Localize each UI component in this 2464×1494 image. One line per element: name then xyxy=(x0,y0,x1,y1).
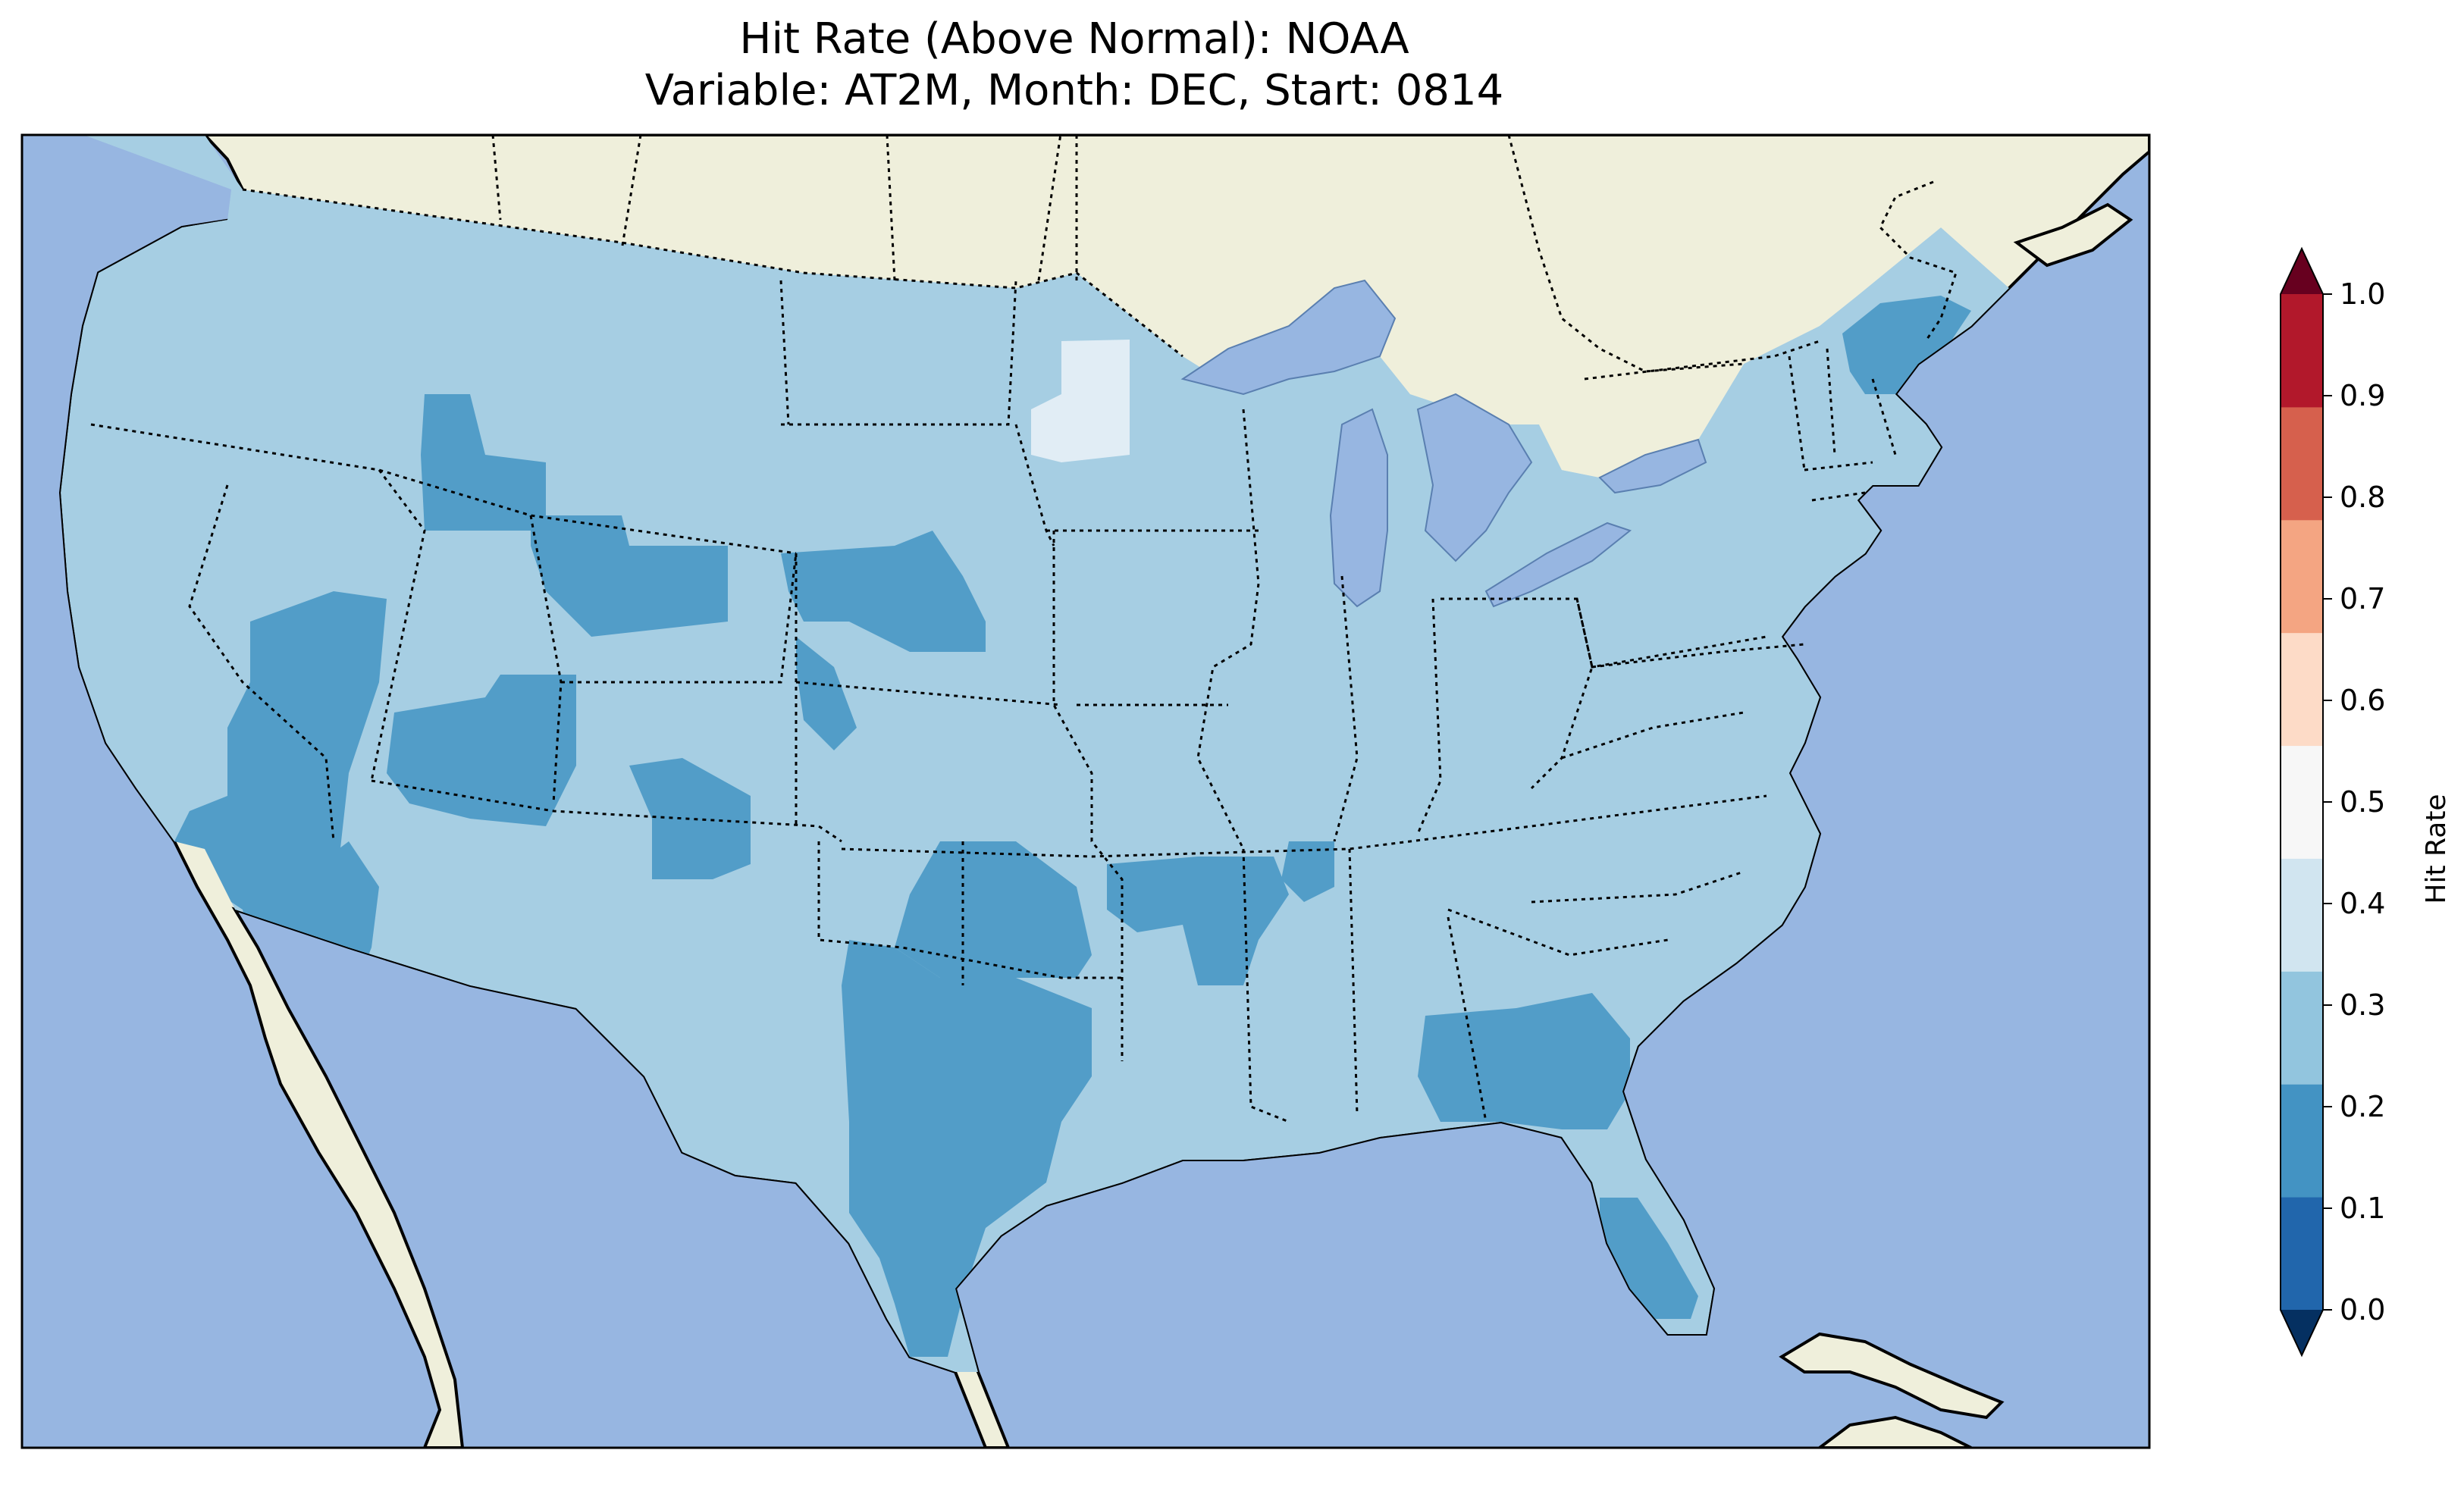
colorbar-bin xyxy=(2281,745,2323,859)
colorbar-label: Hit Rate xyxy=(2421,794,2452,904)
map-subtitle: Variable: AT2M, Month: DEC, Start: 0814 xyxy=(644,66,1504,115)
lake-erie xyxy=(1484,521,1632,608)
colorbar-tick-label: 0.5 xyxy=(2340,785,2385,819)
colorbar-bin xyxy=(2281,519,2323,634)
land-yucatan xyxy=(1817,1415,1972,1448)
colorbar-tick-label: 0.7 xyxy=(2340,582,2385,615)
great-lakes xyxy=(1180,279,1707,608)
colorbar-swatches xyxy=(2280,246,2324,1358)
colorbar-tick-label: 1.0 xyxy=(2340,277,2385,311)
colorbar-tick-label: 0.2 xyxy=(2340,1090,2385,1123)
lake-michigan xyxy=(1329,408,1388,608)
hit-rate-field-0.4-0.5 xyxy=(1031,340,1130,462)
land-cuba xyxy=(1779,1332,2005,1420)
colorbar-tick-label: 0.6 xyxy=(2340,684,2385,717)
state-borders xyxy=(90,280,1897,1123)
national-borders xyxy=(242,135,1958,373)
colorbar-tick-label: 0.9 xyxy=(2340,379,2385,412)
colorbar-tick-label: 0.4 xyxy=(2340,887,2385,920)
colorbar-tick-label: 0.8 xyxy=(2340,481,2385,514)
colorbar-extend-min xyxy=(2281,1310,2323,1355)
colorbar-bin xyxy=(2281,1084,2323,1198)
hit-rate-field-0.2-0.3 xyxy=(174,296,1971,1357)
land-nova-scotia xyxy=(2013,202,2133,268)
colorbar-bin xyxy=(2281,406,2323,521)
colorbar-extend-max xyxy=(2281,249,2323,294)
colorbar-tick-label: 0.3 xyxy=(2340,988,2385,1022)
colorbar-bin xyxy=(2281,858,2323,972)
lake-huron xyxy=(1416,393,1533,562)
lake-ontario xyxy=(1598,438,1707,494)
colorbar-bin xyxy=(2281,1197,2323,1311)
colorbar-tick-label: 0.0 xyxy=(2340,1293,2385,1326)
colorbar-tick-label: 0.1 xyxy=(2340,1192,2385,1225)
colorbar-bin xyxy=(2281,971,2323,1085)
colorbar-bin xyxy=(2281,632,2323,747)
lake-superior xyxy=(1180,279,1397,396)
colorbar-bin xyxy=(2281,294,2323,408)
map-frame xyxy=(20,133,2151,1449)
map-title: Hit Rate (Above Normal): NOAA xyxy=(739,14,1409,64)
colorbar-ticks: 0.0 0.1 0.2 0.3 0.4 0.5 0.6 0.7 0.8 0.9 1.0 xyxy=(2323,277,2385,1326)
